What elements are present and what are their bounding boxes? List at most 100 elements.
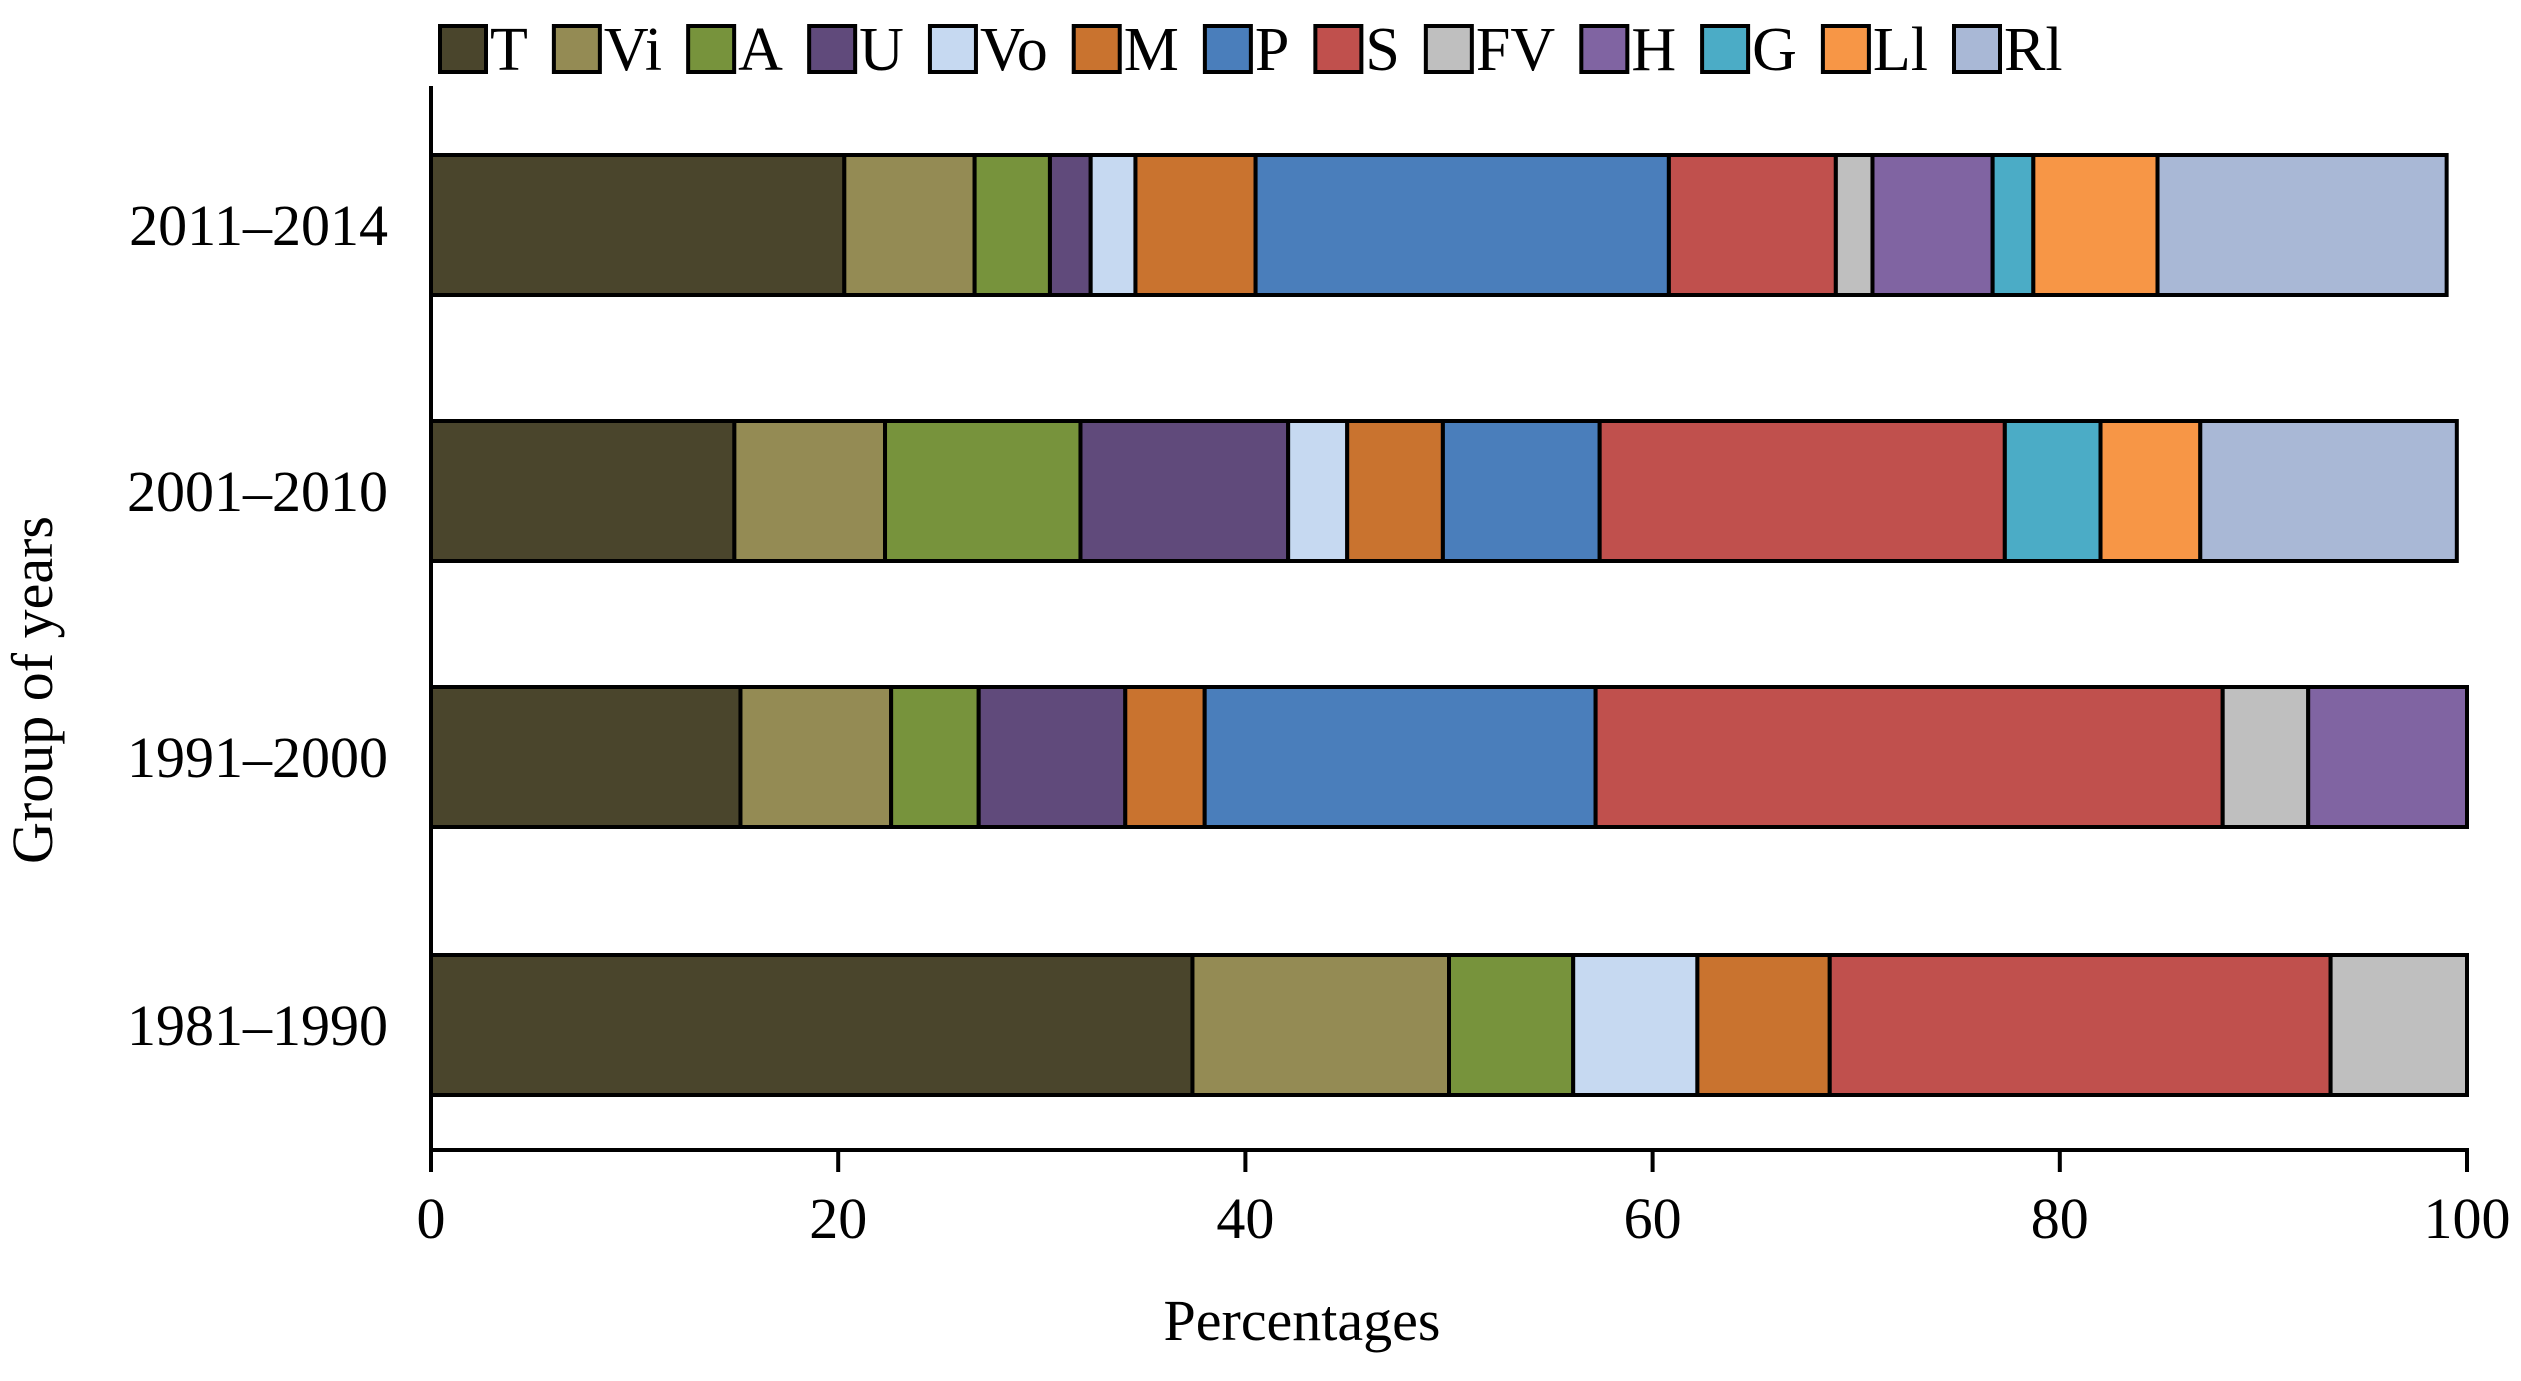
bar-segment-T-2011–2014 (429, 153, 847, 297)
legend-item-Ll: Ll (1820, 16, 1928, 84)
bar-segment-T-1981–1990 (429, 953, 1195, 1097)
legend-label: P (1255, 16, 1289, 84)
bar-segment-P-2011–2014 (1253, 153, 1671, 297)
x-tick-label: 100 (2424, 1186, 2511, 1251)
bar-segment-M-1981–1990 (1695, 953, 1832, 1097)
legend-item-G: G (1700, 16, 1797, 84)
bar-segment-Vo-2011–2014 (1088, 153, 1138, 297)
legend-item-M: M (1071, 16, 1179, 84)
legend-label: G (1752, 16, 1797, 84)
legend-swatch (1071, 24, 1122, 74)
bar-row-1991–2000 (429, 685, 2469, 829)
y-tick-label: 1981–1990 (127, 993, 388, 1058)
bar-segment-Vi-2001–2010 (732, 419, 888, 563)
legend-item-Vi: Vi (551, 16, 662, 84)
bar-row-2001–2010 (429, 419, 2459, 563)
x-tick-label: 20 (809, 1186, 867, 1251)
x-axis-title: Percentages (1164, 1288, 1441, 1353)
bar-segment-Vi-1981–1990 (1190, 953, 1451, 1097)
legend-label: FV (1476, 16, 1555, 84)
bar-segment-S-1991–2000 (1593, 685, 2225, 829)
legend-item-S: S (1313, 16, 1400, 84)
legend-label: H (1631, 16, 1676, 84)
legend-swatch (1313, 24, 1364, 74)
legend-item-FV: FV (1423, 16, 1555, 84)
legend-swatch (1951, 24, 2002, 74)
bar-segment-G-2011–2014 (1990, 153, 2036, 297)
x-tick-label: 0 (417, 1186, 446, 1251)
bar-segment-H-1991–2000 (2306, 685, 2469, 829)
bar-segment-S-1981–1990 (1827, 953, 2333, 1097)
bar-segment-Vo-2001–2010 (1286, 419, 1350, 563)
x-tick-label: 60 (1624, 1186, 1682, 1251)
bars (429, 153, 2469, 1097)
bar-segment-S-2011–2014 (1666, 153, 1838, 297)
y-tick-label: 2001–2010 (127, 459, 388, 524)
bar-segment-Vo-1981–1990 (1571, 953, 1700, 1097)
x-tick-label: 80 (2031, 1186, 2089, 1251)
bar-segment-A-2011–2014 (972, 153, 1052, 297)
legend-swatch (1202, 24, 1253, 74)
bar-segment-Rl-2011–2014 (2155, 153, 2449, 297)
bar-segment-T-2001–2010 (429, 419, 737, 563)
legend-label: Vi (604, 16, 662, 84)
legend-label: U (859, 16, 904, 84)
bar-segment-T-1991–2000 (429, 685, 743, 829)
bar-segment-M-1991–2000 (1123, 685, 1207, 829)
legend-item-U: U (807, 16, 904, 84)
legend-label: M (1124, 16, 1179, 84)
bar-segment-FV-2011–2014 (1833, 153, 1875, 297)
y-tick-label: 2011–2014 (129, 193, 388, 258)
bar-segment-A-1981–1990 (1447, 953, 1576, 1097)
legend-label: A (738, 16, 783, 84)
legend-item-A: A (686, 16, 783, 84)
bar-segment-M-2011–2014 (1133, 153, 1258, 297)
bar-segment-Vi-1991–2000 (738, 685, 894, 829)
bar-segment-P-2001–2010 (1440, 419, 1602, 563)
legend-label: Vo (980, 16, 1048, 84)
bar-segment-FV-1981–1990 (2328, 953, 2469, 1097)
legend-item-Vo: Vo (927, 16, 1048, 84)
y-axis-title: Group of years (0, 516, 65, 864)
bar-segment-S-2001–2010 (1597, 419, 2007, 563)
bar-segment-G-2001–2010 (2002, 419, 2103, 563)
bar-segment-U-2011–2014 (1047, 153, 1093, 297)
legend-label: T (490, 16, 528, 84)
bar-segment-Vi-2011–2014 (842, 153, 977, 297)
legend-label: Ll (1873, 16, 1928, 84)
legend-swatch (1423, 24, 1474, 74)
bar-segment-A-1991–2000 (889, 685, 981, 829)
bar-segment-FV-1991–2000 (2220, 685, 2311, 829)
legend-swatch (686, 24, 737, 74)
legend-swatch (1579, 24, 1630, 74)
legend: T Vi A U Vo M P S FV H G Ll Rl (438, 16, 2063, 84)
bar-row-2011–2014 (429, 153, 2449, 297)
legend-swatch (807, 24, 858, 74)
legend-swatch (1700, 24, 1751, 74)
legend-item-P: P (1202, 16, 1289, 84)
legend-item-T: T (438, 16, 528, 84)
y-tick-label: 1991–2000 (127, 725, 388, 790)
bar-segment-U-1991–2000 (976, 685, 1128, 829)
axes: 0 20 40 60 80 100 2011–2014 2001–2010 1991–2000 1… (127, 86, 2511, 1251)
legend-swatch (1820, 24, 1871, 74)
bar-row-1981–1990 (429, 953, 2469, 1097)
legend-item-H: H (1579, 16, 1676, 84)
x-tick-label: 40 (1216, 1186, 1274, 1251)
bar-segment-Ll-2011–2014 (2031, 153, 2160, 297)
bar-segment-P-1991–2000 (1202, 685, 1598, 829)
legend-swatch (551, 24, 602, 74)
bar-segment-M-2001–2010 (1345, 419, 1445, 563)
legend-swatch (927, 24, 978, 74)
bar-segment-A-2001–2010 (883, 419, 1083, 563)
bar-segment-H-2011–2014 (1870, 153, 1995, 297)
bar-segment-Rl-2001–2010 (2198, 419, 2459, 563)
legend-swatch (438, 24, 488, 74)
bar-segment-U-2001–2010 (1078, 419, 1291, 563)
bar-segment-Ll-2001–2010 (2098, 419, 2203, 563)
legend-label: Rl (2004, 16, 2063, 84)
legend-item-Rl: Rl (1951, 16, 2063, 84)
legend-label: S (1365, 16, 1399, 84)
